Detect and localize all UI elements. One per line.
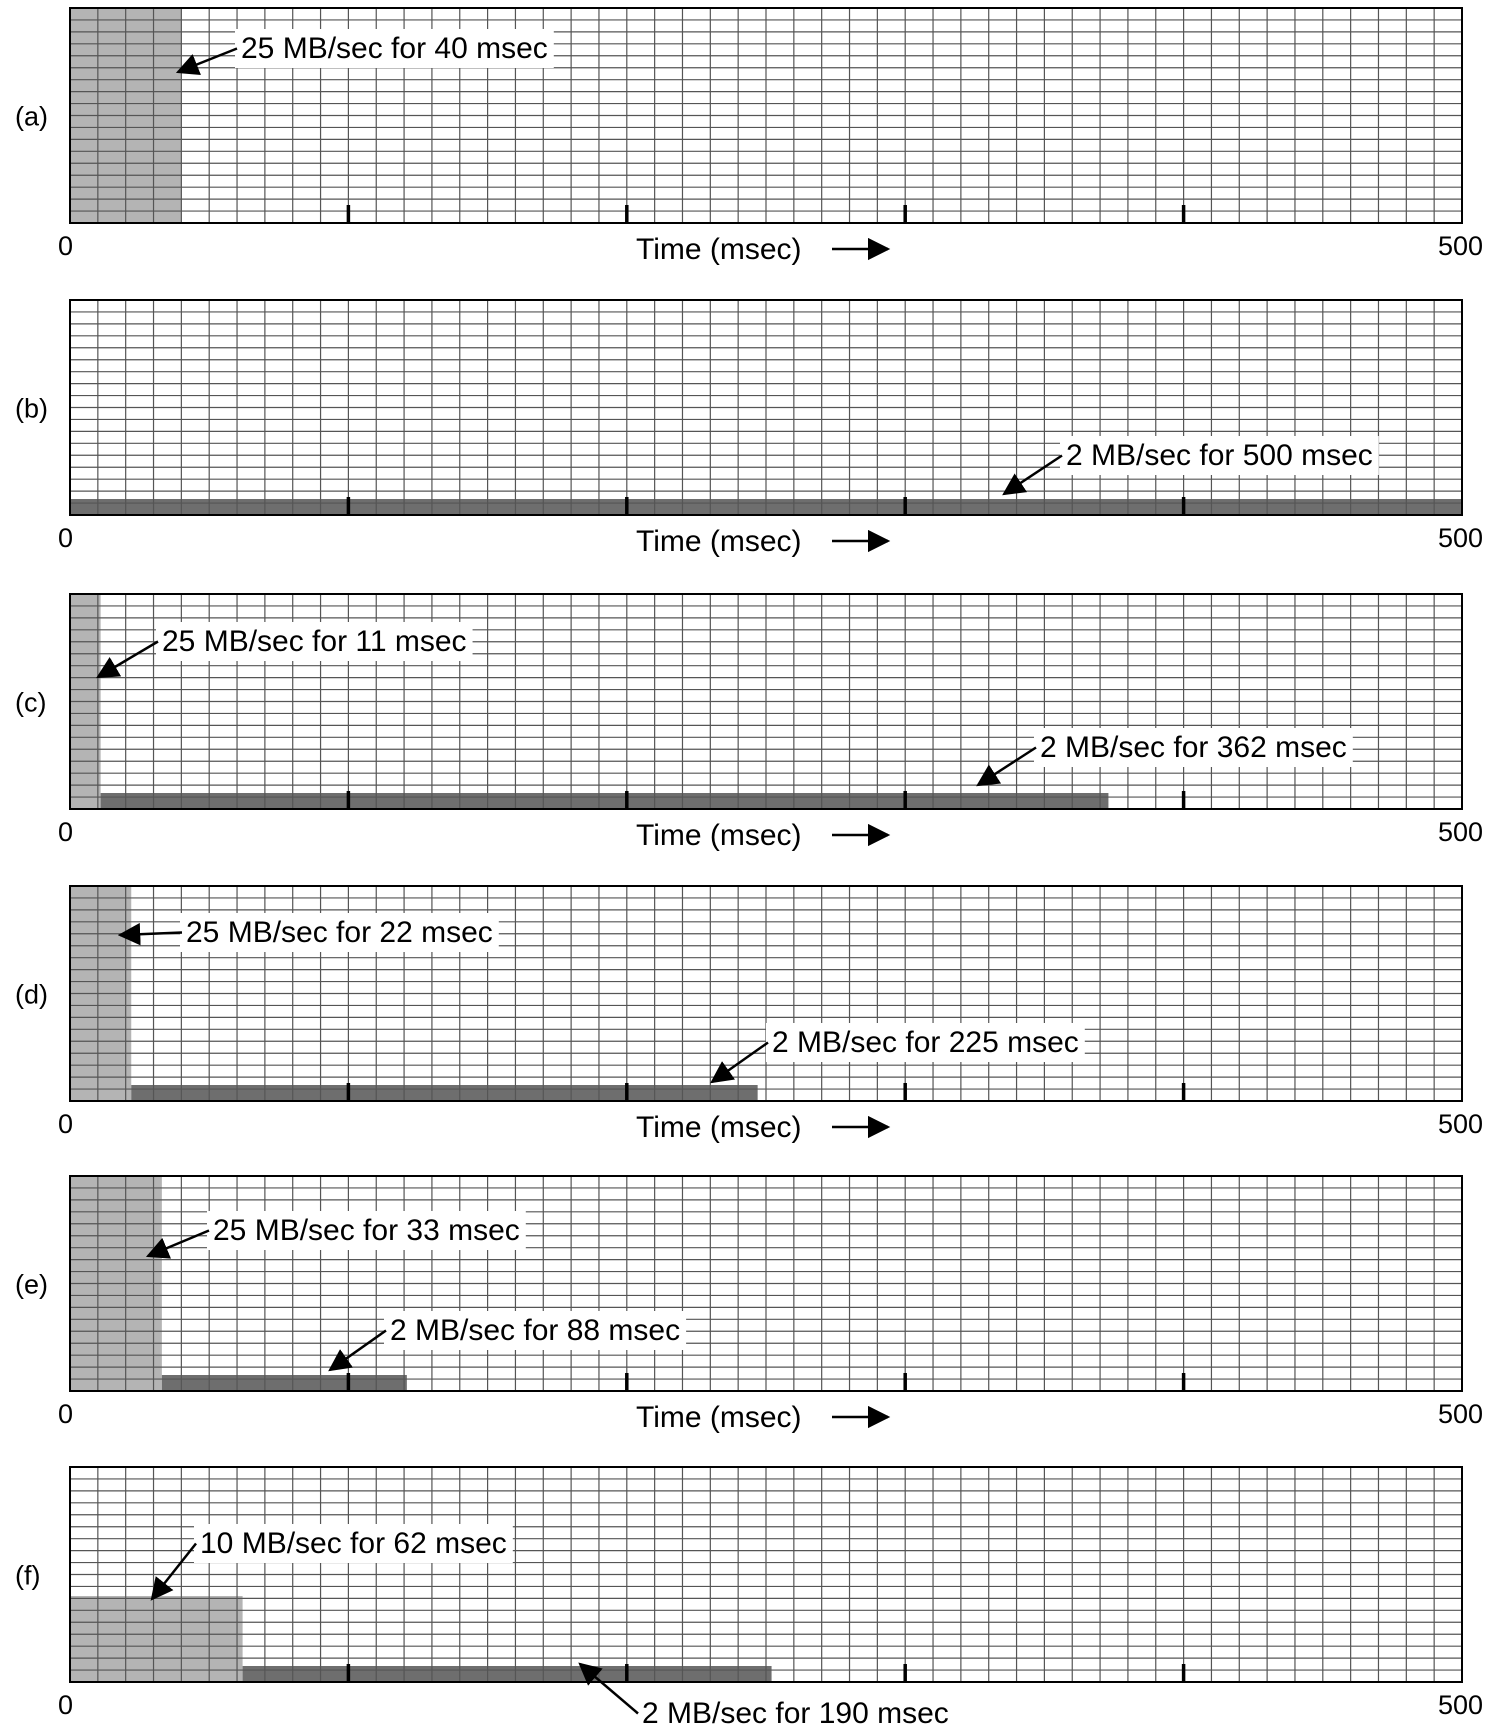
pointer-arrow-icon [96, 640, 159, 679]
burst-annotation: 2 MB/sec for 190 msec [578, 1662, 955, 1733]
label-backing [194, 1524, 513, 1563]
burst-bar [161, 1375, 407, 1391]
burst-annotation: 2 MB/sec for 225 msec [710, 1023, 1085, 1084]
panel-label: (f) [15, 1561, 40, 1591]
plot-frame [69, 1175, 1463, 1392]
plot-frame [69, 1466, 1463, 1683]
burst-label: 2 MB/sec for 500 msec [1066, 439, 1373, 472]
burst-label: 25 MB/sec for 40 msec [241, 32, 548, 65]
x-tick-label-end: 500 [1438, 231, 1483, 261]
burst-annotation: 2 MB/sec for 362 msec [976, 728, 1353, 787]
pointer-arrow-icon [710, 1041, 769, 1084]
x-tick-label-start: 0 [58, 523, 73, 553]
plot-frame [69, 885, 1463, 1102]
burst-bar [70, 1596, 243, 1682]
label-backing [156, 622, 473, 661]
x-tick-label-end: 500 [1438, 817, 1483, 847]
burst-annotation: 10 MB/sec for 62 msec [150, 1524, 513, 1601]
burst-label: 10 MB/sec for 62 msec [200, 1527, 507, 1560]
x-tick-label-end: 500 [1438, 523, 1483, 553]
label-backing [1060, 436, 1379, 475]
plot-frame [69, 7, 1463, 224]
burst-annotation: 2 MB/sec for 88 msec [328, 1311, 687, 1372]
burst-label: 25 MB/sec for 11 msec [162, 625, 467, 658]
x-tick-label-start: 0 [58, 1399, 73, 1429]
pointer-arrow-icon [328, 1329, 387, 1372]
pointer-arrow-icon [150, 1542, 197, 1601]
grid [70, 1467, 1462, 1682]
burst-annotation: 25 MB/sec for 33 msec [145, 1211, 526, 1259]
panel-c: (c) 0 500 Time (msec) 25 MB/sec for 11 msec 2… [15, 593, 1483, 852]
burst-label: 2 MB/sec for 88 msec [390, 1314, 680, 1347]
pointer-arrow-icon [117, 922, 183, 946]
grid [70, 1176, 1462, 1391]
x-tick-label-start: 0 [58, 1690, 73, 1720]
label-backing [766, 1023, 1085, 1062]
burst-annotation: 25 MB/sec for 40 msec [175, 29, 554, 75]
burst-label: 2 MB/sec for 225 msec [772, 1026, 1079, 1059]
pointer-arrow-icon [578, 1662, 639, 1715]
x-tick-label-start: 0 [58, 817, 73, 847]
burst-bar [100, 793, 1109, 809]
panel-label: (b) [15, 394, 48, 424]
grid [70, 300, 1462, 515]
burst-annotation: 25 MB/sec for 11 msec [96, 622, 473, 679]
x-tick-label-start: 0 [58, 1109, 73, 1139]
panel-label: (a) [15, 102, 48, 132]
x-tick-label-end: 500 [1438, 1109, 1483, 1139]
panel-label: (e) [15, 1270, 48, 1300]
pointer-arrow-icon [145, 1229, 210, 1259]
label-backing [384, 1311, 687, 1350]
panel-label: (d) [15, 980, 48, 1010]
label-backing [207, 1211, 526, 1250]
label-backing [636, 1694, 955, 1733]
x-tick-label-end: 500 [1438, 1690, 1483, 1720]
pointer-arrow-icon [175, 47, 238, 75]
x-tick-label-end: 500 [1438, 1399, 1483, 1429]
burst-label: 25 MB/sec for 33 msec [213, 1214, 520, 1247]
panel-d: (d) 0 500 Time (msec) 25 MB/sec for 22 msec 2… [15, 885, 1483, 1144]
burst-label: 25 MB/sec for 22 msec [186, 916, 493, 949]
burst-label: 2 MB/sec for 362 msec [1040, 731, 1347, 764]
burst-bar [242, 1666, 772, 1682]
burst-annotation: 2 MB/sec for 500 msec [1002, 436, 1379, 496]
pointer-arrow-icon [976, 746, 1037, 787]
x-axis-label: Time (msec) [636, 1111, 802, 1144]
burst-annotation: 25 MB/sec for 22 msec [117, 913, 499, 952]
label-backing [235, 29, 554, 68]
x-axis-label: Time (msec) [636, 525, 802, 558]
burst-label: 2 MB/sec for 190 msec [642, 1697, 949, 1730]
label-backing [1034, 728, 1353, 767]
label-backing [180, 913, 499, 952]
panel-a: (a) 0 500 Time (msec) 25 MB/sec for 40 msec [15, 7, 1483, 266]
plot-frame [69, 299, 1463, 516]
x-axis-label: Time (msec) [636, 233, 802, 266]
x-axis-label: Time (msec) [636, 1401, 802, 1434]
burst-bar [131, 1085, 758, 1101]
panel-label: (c) [15, 688, 46, 718]
panel-e: (e) 0 500 Time (msec) 25 MB/sec for 33 msec 2… [15, 1175, 1483, 1434]
pointer-arrow-icon [1002, 454, 1063, 496]
panel-b: (b) 0 500 Time (msec) 2 MB/sec for 500 msec [15, 299, 1483, 558]
plot-frame [69, 593, 1463, 810]
x-axis-label: Time (msec) [636, 819, 802, 852]
grid [70, 886, 1462, 1101]
x-tick-label-start: 0 [58, 231, 73, 261]
